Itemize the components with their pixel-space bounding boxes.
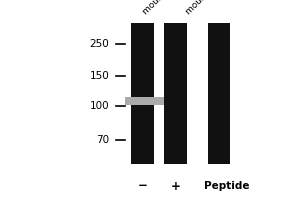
Bar [131,23,154,164]
Text: 100: 100 [90,101,110,111]
Text: mouse brain: mouse brain [141,0,187,16]
Text: +: + [171,180,180,192]
Text: 70: 70 [96,135,110,145]
Text: Peptide: Peptide [204,181,249,191]
Text: mouse brain: mouse brain [184,0,230,16]
Text: 150: 150 [90,71,110,81]
Bar [164,23,187,164]
Bar [124,97,164,105]
Text: −: − [138,180,147,192]
Text: 250: 250 [90,39,110,49]
Bar [208,23,230,164]
Bar [164,97,187,105]
